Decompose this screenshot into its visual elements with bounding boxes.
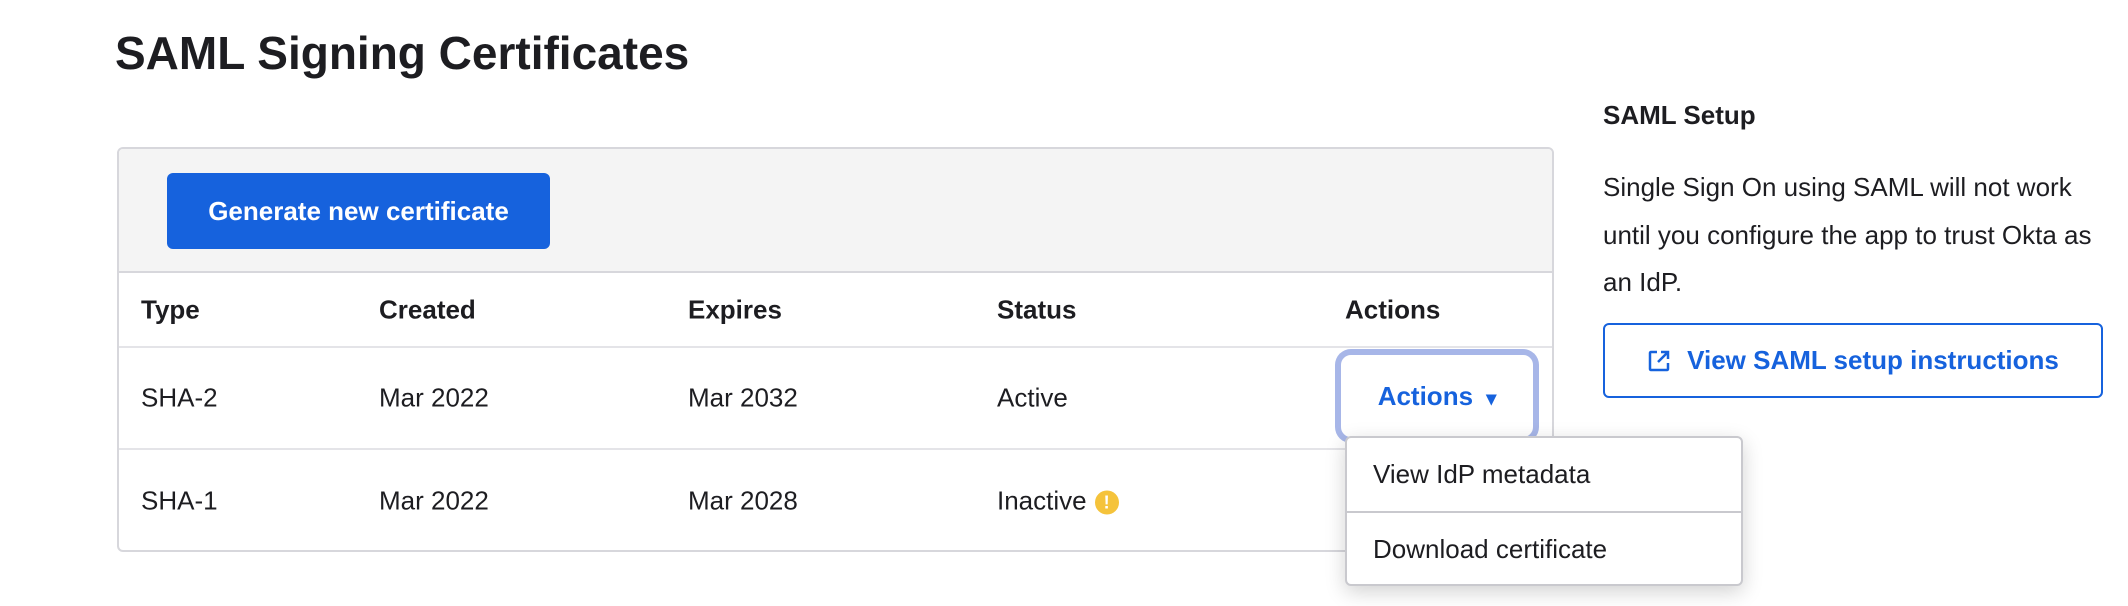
panel-toolbar: Generate new certificate [119,149,1552,273]
view-saml-instructions-button[interactable]: View SAML setup instructions [1603,323,2103,398]
view-saml-instructions-label: View SAML setup instructions [1687,345,2059,375]
status-text: Inactive [997,485,1087,516]
cell-expires: Mar 2028 [688,485,798,516]
column-header-type: Type [141,294,200,324]
cell-created: Mar 2022 [379,485,489,516]
column-header-actions: Actions [1345,294,1441,324]
external-link-icon [1648,350,1670,371]
column-header-expires: Expires [688,294,782,324]
table-row: SHA-1 Mar 2022 Mar 2028 Inactive! [119,450,1552,550]
cell-status: Inactive! [997,486,1119,517]
saml-setup-title: SAML Setup [1603,100,1756,130]
caret-down-icon: ▾ [1486,387,1497,410]
cell-type: SHA-2 [141,382,218,413]
table-header: Type Created Expires Status Actions [119,273,1552,348]
menu-item-download-certificate[interactable]: Download certificate [1347,511,1741,584]
warning-icon: ! [1094,490,1119,515]
cell-expires: Mar 2032 [688,382,798,413]
actions-label: Actions [1377,380,1474,411]
column-header-status: Status [997,294,1077,324]
menu-item-view-idp-metadata[interactable]: View IdP metadata [1373,459,1591,489]
cell-created: Mar 2022 [379,382,489,413]
actions-menu: View IdP metadata Download certificate [1345,436,1743,586]
table-row: SHA-2 Mar 2022 Mar 2032 Active [119,348,1552,450]
cell-status: Active [997,382,1068,413]
page-title: SAML Signing Certificates [115,27,690,79]
saml-setup-description: Single Sign On using SAML will not work … [1603,172,2092,297]
generate-certificate-button[interactable]: Generate new certificate [167,173,550,249]
actions-dropdown-button[interactable]: Actions ▾ [1341,355,1533,437]
certificates-panel: Generate new certificate Type Created Ex… [117,147,1554,552]
cell-type: SHA-1 [141,485,218,516]
column-header-created: Created [379,294,476,324]
